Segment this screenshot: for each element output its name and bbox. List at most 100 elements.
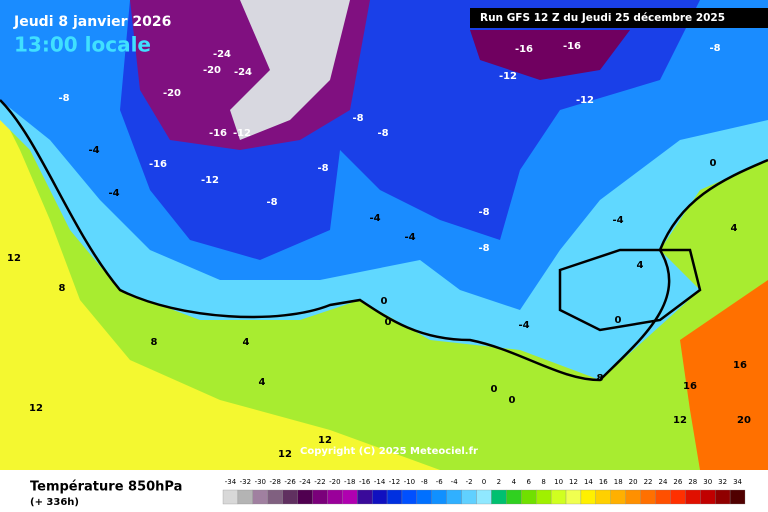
legend-tick-label: -4 [451, 478, 459, 486]
contour-label: 16 [733, 360, 747, 371]
zone-extreme [230, 0, 350, 140]
contour-label: 12 [318, 435, 332, 446]
contour-label: 0 [385, 317, 392, 328]
contour-label: 0 [615, 315, 622, 326]
legend-tick-label: 10 [554, 478, 563, 486]
legend-tick-label: -24 [299, 478, 311, 486]
legend-tick-label: -14 [374, 478, 386, 486]
legend-swatch [670, 489, 686, 505]
date: Jeudi 8 janvier 2026 [13, 14, 171, 30]
contour-label: 12 [7, 253, 21, 264]
legend-swatch [282, 489, 298, 505]
legend-swatch [327, 489, 343, 505]
contour-label: -12 [576, 95, 594, 106]
legend-tick-label: -26 [284, 478, 296, 486]
legend-swatch [267, 489, 283, 505]
legend-tick-label: 4 [512, 478, 517, 486]
contour-label: -20 [203, 65, 221, 76]
contour-label: 8 [59, 283, 66, 294]
legend-swatch [506, 489, 522, 505]
legend-tick-label: 16 [599, 478, 608, 486]
contour-label: -4 [369, 213, 380, 224]
copyright: Copyright (C) 2025 Meteociel.fr [300, 446, 478, 457]
legend-tick-label: -12 [389, 478, 400, 486]
legend-swatch [729, 489, 746, 505]
zero-contour [558, 248, 702, 332]
legend-tick-label: -10 [404, 478, 415, 486]
contour-label: -12 [201, 175, 219, 186]
legend-swatch [252, 489, 268, 505]
local-time: 13:00 locale [14, 33, 151, 57]
legend-swatch [491, 489, 507, 505]
contour-label: -12 [233, 128, 251, 139]
legend-swatch [625, 489, 641, 505]
run-box [470, 8, 768, 28]
contour-label: -8 [266, 197, 277, 208]
contour-labels: -24 -20 -24 -20 -16 -12 -16 -12 -8 -8 -4 -4 -8 -8 -8 -4… [7, 41, 751, 460]
legend-swatch [476, 489, 492, 505]
legend-swatch [640, 489, 656, 505]
contour-label: -8 [58, 93, 69, 104]
contour-label: 16 [683, 381, 697, 392]
zone-warm [680, 280, 768, 470]
contour-label: -24 [213, 49, 231, 60]
legend-tick-label: -22 [314, 478, 325, 486]
contour-label: 12 [673, 415, 687, 426]
contour-label: -12 [499, 71, 517, 82]
contour-label: 0 [509, 395, 516, 406]
legend-swatch [446, 489, 462, 505]
legend-swatch [237, 489, 253, 505]
contour-label: -8 [478, 243, 489, 254]
contour-label: -8 [352, 113, 363, 124]
legend-tick-label: 2 [497, 478, 501, 486]
legend-tick-label: -34 [225, 478, 237, 486]
contour-label: -4 [88, 145, 99, 156]
legend-tick-label: -28 [269, 478, 280, 486]
legend-tick-label: -20 [329, 478, 340, 486]
legend-tick-label: 28 [688, 478, 697, 486]
contour-label: -24 [234, 67, 252, 78]
legend-tick-label: 22 [644, 478, 653, 486]
contour-label: 0 [491, 384, 498, 395]
zone-arctic-east [470, 30, 630, 80]
contour-label: -16 [563, 41, 581, 52]
legend-tick-label: -18 [344, 478, 355, 486]
legend-tick-label: -6 [436, 478, 444, 486]
legend-tick-label: 26 [673, 478, 682, 486]
contour-label: -16 [149, 159, 167, 170]
legend-swatch [595, 489, 611, 505]
contour-label: 12 [29, 403, 43, 414]
color-legend: -34 -32 -30 -28 -26 -24 -22 -20 -18 -16 -14 -12 -10-… [222, 478, 746, 505]
contour-label: 4 [637, 260, 644, 271]
legend-swatch [536, 489, 552, 505]
contour-label: -8 [478, 207, 489, 218]
footer-title: Température 850hPa [30, 480, 182, 495]
legend-swatch [461, 489, 477, 505]
legend-tick-label: 30 [703, 478, 712, 486]
legend-tick-label: 8 [541, 478, 545, 486]
legend-swatch [357, 489, 373, 505]
legend-swatch [416, 489, 432, 505]
legend-tick-label: 6 [527, 478, 532, 486]
run-info: Run GFS 12 Z du Jeudi 25 décembre 2025 [480, 12, 725, 24]
contour-label: -4 [518, 320, 529, 331]
legend-swatch [580, 489, 597, 505]
legend-swatch [685, 489, 701, 505]
lead-time: (+ 336h) [30, 497, 79, 508]
contour-label: -8 [377, 128, 388, 139]
contour-label: -16 [515, 44, 533, 55]
legend-tick-label: -32 [240, 478, 251, 486]
legend-tick-label: -2 [466, 478, 473, 486]
contour-label: 4 [259, 377, 266, 388]
contour-label: -16 [209, 128, 227, 139]
contour-label: -8 [709, 43, 720, 54]
legend-swatch [297, 489, 313, 505]
contour-label: 8 [597, 373, 604, 384]
legend-swatch [715, 489, 731, 505]
legend-swatch [610, 489, 626, 505]
legend-tick-label: 0 [482, 478, 486, 486]
legend-swatch [371, 489, 388, 505]
legend-tick-label: 24 [659, 478, 668, 486]
